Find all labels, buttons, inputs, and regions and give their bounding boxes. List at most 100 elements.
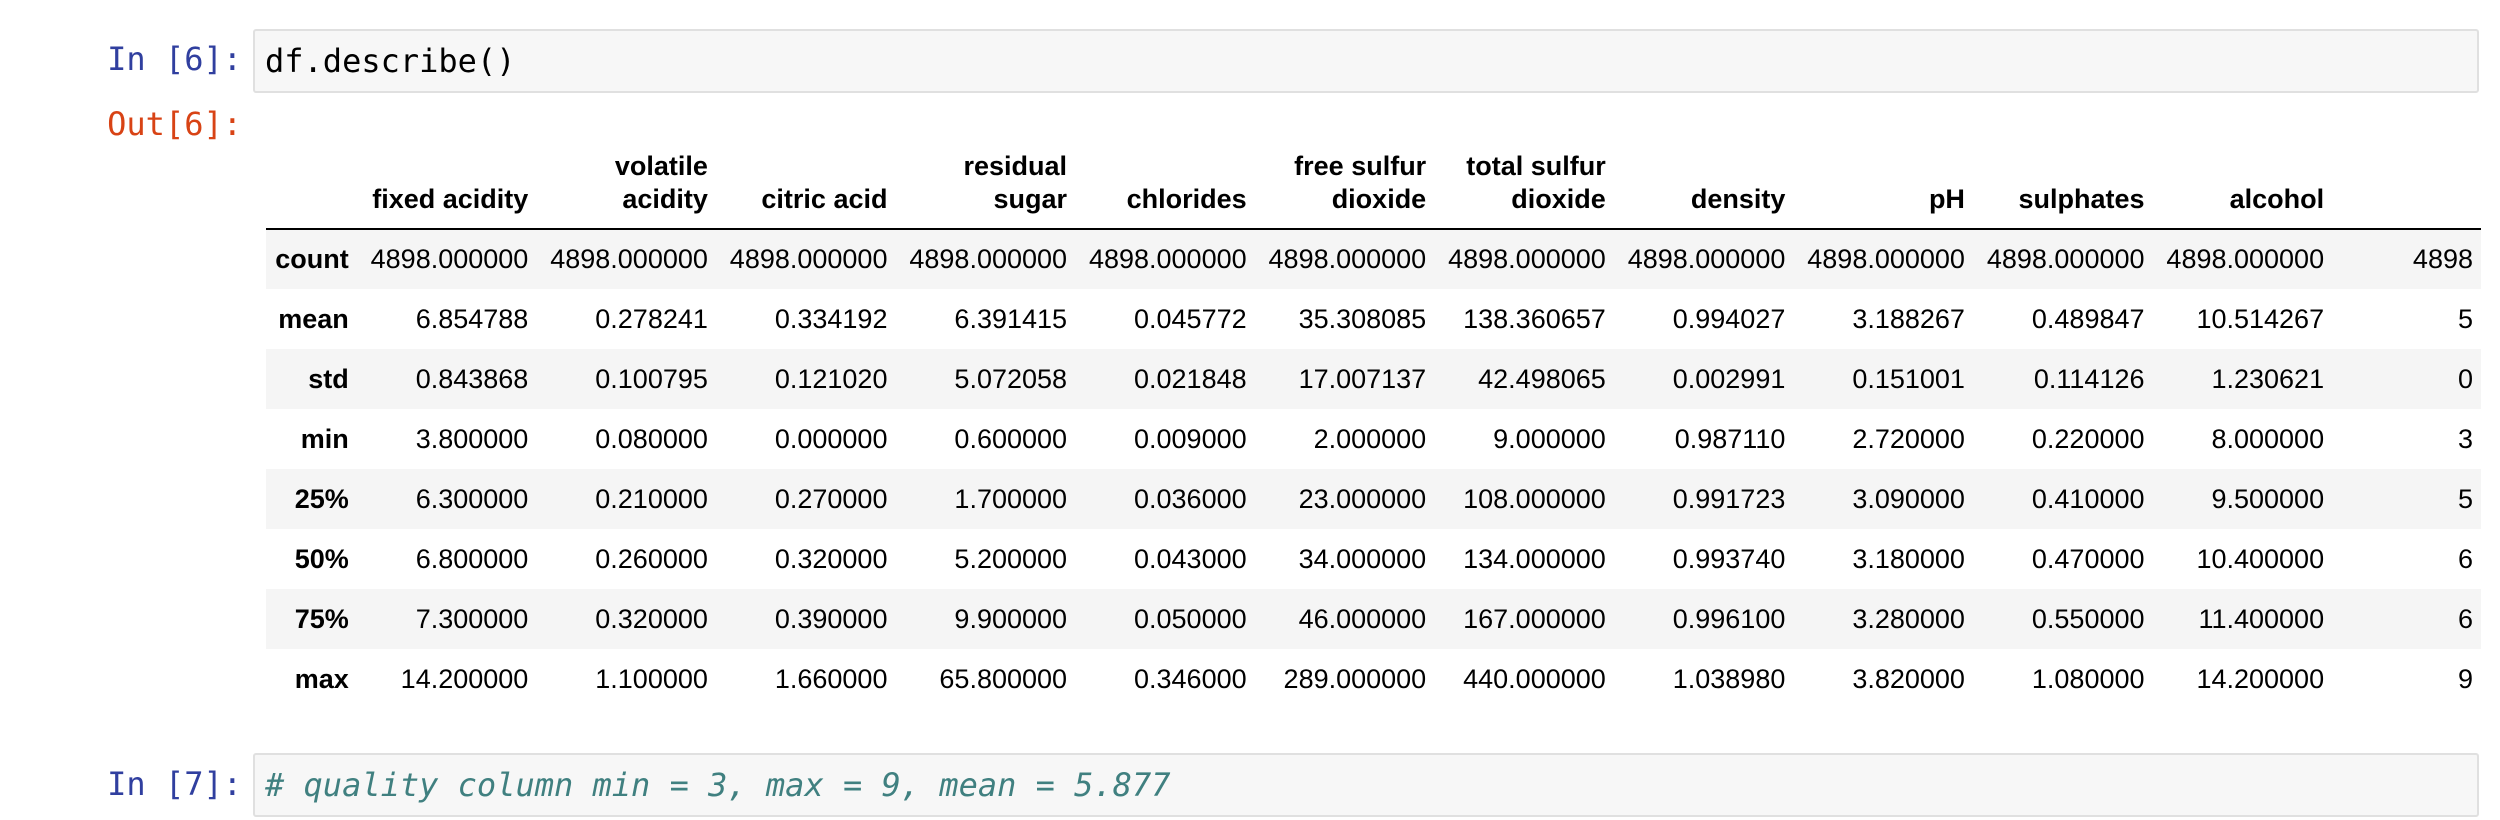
table-cell: 11.400000: [2198, 603, 2325, 634]
table-cell: 4898.000000: [1986, 244, 2145, 274]
table-cell: 0.100795: [595, 363, 708, 394]
table-cell: 0.843868: [415, 363, 529, 394]
column-header: chlorides: [1075, 136, 1255, 230]
column-header: pH: [1793, 136, 1973, 230]
table-cell: 4898.000000: [370, 244, 529, 274]
table-cell: 1.700000: [954, 483, 1068, 514]
column-header: citric acid: [715, 136, 896, 230]
table-cell: 42.498065: [1478, 363, 1606, 394]
table-cell: 0.050000: [1134, 603, 1247, 634]
column-header: fixed acidity: [356, 136, 537, 230]
table-cell: 6.300000: [415, 483, 529, 514]
table-row: mean 6.854788 0.278241 0.334192 6.391415 0.04…: [266, 289, 2481, 349]
table-cell: 108.000000: [1463, 483, 1606, 514]
table-cell: 10.514267: [2196, 303, 2325, 334]
table-cell: 2.720000: [1852, 423, 1965, 454]
table-cell: 3.180000: [1852, 543, 1965, 574]
table-cell: 9.900000: [954, 603, 1068, 634]
column-header: alcohol: [2152, 136, 2333, 230]
code-cell[interactable]: # quality column min = 3, max = 9, mean …: [253, 753, 2479, 817]
table-cell: 0.390000: [774, 603, 888, 634]
table-cell: 2.000000: [1313, 423, 1427, 454]
table-cell: 440.000000: [1463, 663, 1606, 694]
table-cell: 0.045772: [1134, 303, 1247, 334]
table-cell: 0.991723: [1672, 483, 1786, 514]
table-cell: 17.007137: [1298, 363, 1427, 394]
table-cell: 0.080000: [595, 423, 708, 454]
table-cell: 7.300000: [415, 603, 529, 634]
column-header: [2332, 136, 2481, 230]
row-header: min: [300, 423, 349, 454]
row-header: count: [275, 244, 349, 274]
table-cell: 5: [2457, 303, 2473, 334]
table-cell: 4898.000000: [1448, 244, 1606, 274]
table-cell: 0.210000: [595, 483, 708, 514]
table-row: count 4898.000000 4898.000000 4898.000000 48…: [266, 229, 2481, 289]
code-cell[interactable]: df.describe(): [253, 29, 2479, 93]
table-cell: 3.800000: [415, 423, 529, 454]
row-header: max: [294, 663, 349, 694]
table-cell: 4898.000000: [729, 244, 888, 274]
table-cell: 0.470000: [2031, 543, 2145, 574]
table-cell: 138.360657: [1463, 303, 1606, 334]
table-cell: 34.000000: [1298, 543, 1427, 574]
table-row: min 3.800000 0.080000 0.000000 0.600000 0.009…: [266, 409, 2481, 469]
table-cell: 14.200000: [2196, 663, 2325, 694]
table-cell: 0.036000: [1134, 483, 1247, 514]
row-header: mean: [278, 303, 349, 334]
input-prompt: In [6]:: [107, 40, 242, 78]
table-cell: 0.334192: [774, 303, 888, 334]
table-cell: 0.278241: [595, 303, 708, 334]
table-cell: 4898.000000: [1268, 244, 1427, 274]
table-cell: 4898.000000: [909, 244, 1068, 274]
table-row: 25% 6.300000 0.210000 0.270000 1.700000 0.036…: [266, 469, 2481, 529]
table-cell: 9.500000: [2211, 483, 2325, 514]
table-cell: 1.100000: [595, 663, 708, 694]
table-cell: 0.489847: [2031, 303, 2145, 334]
table-cell: 3.820000: [1852, 663, 1965, 694]
table-cell: 0.220000: [2031, 423, 2145, 454]
input-prompt: In [7]:: [107, 765, 242, 803]
column-header: free sulfur dioxide: [1254, 136, 1435, 230]
table-cell: 5: [2457, 483, 2473, 514]
table-cell: 65.800000: [939, 663, 1068, 694]
row-header: std: [308, 363, 349, 394]
table-cell: 0.114126: [2033, 363, 2145, 394]
table-cell: 134.000000: [1463, 543, 1606, 574]
table-cell: 1.080000: [2031, 663, 2145, 694]
table-cell: 0.121020: [774, 363, 888, 394]
table-cell: 6.391415: [954, 303, 1068, 334]
table-cell: 0.151001: [1852, 363, 1965, 394]
table-cell: 289.000000: [1283, 663, 1427, 694]
column-header: residual sugar: [895, 136, 1076, 230]
table-cell: 0.000000: [774, 423, 888, 454]
table-cell: 0.002991: [1672, 363, 1786, 394]
row-header: 75%: [294, 603, 349, 634]
table-cell: 0.009000: [1134, 423, 1247, 454]
table-row: std 0.843868 0.100795 0.121020 5.072058 0.021…: [266, 349, 2481, 409]
table-cell: 4898: [2412, 244, 2473, 274]
table-cell: 0.410000: [2031, 483, 2145, 514]
table-cell: 14.200000: [400, 663, 529, 694]
table-cell: 1.660000: [774, 663, 888, 694]
table-cell: 23.000000: [1298, 483, 1427, 514]
table-cell: 6.800000: [415, 543, 529, 574]
table-cell: 0.996100: [1672, 603, 1786, 634]
table-cell: 10.400000: [2196, 543, 2325, 574]
table-cell: 0: [2457, 363, 2473, 394]
table-cell: 5.072058: [954, 363, 1068, 394]
table-cell: 0.270000: [774, 483, 888, 514]
table-cell: 0.550000: [2031, 603, 2145, 634]
table-cell: 0.043000: [1134, 543, 1247, 574]
column-header: density: [1613, 136, 1794, 230]
table-cell: 35.308085: [1298, 303, 1427, 334]
table-cell: 0.993740: [1672, 543, 1786, 574]
table-cell: 1.230621: [2211, 363, 2325, 394]
table-cell: 8.000000: [2211, 423, 2325, 454]
table-cell: 4898.000000: [1088, 244, 1247, 274]
describe-table: fixed acidity volatile acidity citric acid…: [266, 136, 2481, 709]
table-cell: 3: [2457, 423, 2473, 454]
row-header: 25%: [294, 483, 349, 514]
table-cell: 46.000000: [1298, 603, 1427, 634]
